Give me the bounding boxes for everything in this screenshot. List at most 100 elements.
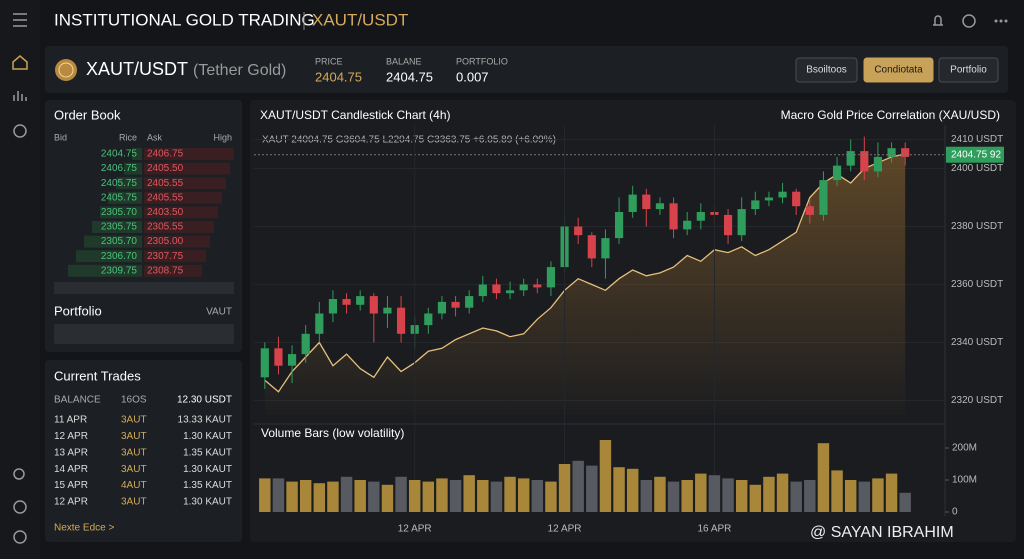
pair-name: (Tether Gold) xyxy=(193,62,286,79)
next-link[interactable]: Nexte Edce > xyxy=(54,523,114,534)
portfolio-select[interactable] xyxy=(54,324,234,344)
candle-body xyxy=(655,203,665,210)
volume-bar xyxy=(368,481,380,512)
order-book-strip xyxy=(54,282,234,294)
volume-bar xyxy=(545,481,557,512)
depth-bar xyxy=(116,177,142,190)
volume-bar xyxy=(872,478,884,512)
chart-subtitle: Macro Gold Price Correlation (XAU/USD) xyxy=(781,108,1000,122)
trade-header: 16OS xyxy=(121,395,147,406)
bid-price: 2404.75 xyxy=(101,149,138,160)
button[interactable] xyxy=(795,57,858,83)
candle-body xyxy=(614,212,624,239)
app-title: INSTITUTIONAL GOLD TRADING xyxy=(54,10,315,29)
depth-bar xyxy=(76,250,142,263)
candle-body xyxy=(832,165,842,181)
trade-cell: 15 APR xyxy=(54,480,88,491)
sidebar xyxy=(0,0,40,559)
button-label[interactable]: Portfolio xyxy=(950,65,987,76)
depth-bar xyxy=(144,250,206,263)
panel-title: Portfolio xyxy=(54,303,102,318)
candle-body xyxy=(819,180,828,215)
candle-body xyxy=(260,348,269,378)
volume-bar xyxy=(749,484,762,512)
volume-bar xyxy=(695,473,707,512)
trade-cell: 1.35 KAUT xyxy=(183,480,232,491)
candle-body xyxy=(356,296,365,305)
volume-bar xyxy=(436,478,448,512)
last-price-label: 2404.75 92 xyxy=(951,149,1001,160)
volume-bar xyxy=(708,475,721,512)
volume-bar xyxy=(572,460,584,512)
bid-price: 2305.70 xyxy=(101,207,138,218)
candle-body xyxy=(383,307,392,314)
panel-title: Order Book xyxy=(54,107,121,122)
depth-bar xyxy=(68,264,142,277)
candle-body xyxy=(901,148,910,157)
last-price-box xyxy=(946,146,1004,163)
candle-body xyxy=(628,194,637,212)
stat-value: 0.007 xyxy=(456,69,489,84)
depth-bar xyxy=(144,162,230,175)
pair-symbol: XAUT/USDT xyxy=(86,59,188,79)
gear-icon[interactable] xyxy=(962,14,976,28)
volume-bar xyxy=(858,481,871,512)
depth-bar xyxy=(144,235,210,248)
candle-body xyxy=(519,284,528,291)
candle-body xyxy=(274,348,283,366)
volume-bar xyxy=(490,481,503,512)
candle-body xyxy=(478,284,487,297)
button[interactable] xyxy=(863,57,934,83)
button-label[interactable]: Bsoiltoos xyxy=(806,65,847,76)
candle-body xyxy=(465,296,474,308)
dot xyxy=(1004,19,1008,23)
candle-body xyxy=(546,267,556,288)
stat-label: PRICE xyxy=(315,56,343,66)
volume-bar xyxy=(517,478,530,512)
candle-body xyxy=(860,151,869,172)
help-icon[interactable] xyxy=(13,124,27,138)
info-icon[interactable] xyxy=(13,500,27,514)
menu-icon[interactable] xyxy=(13,13,27,27)
dot[interactable] xyxy=(994,19,998,23)
candle-body xyxy=(751,200,760,210)
candle-body xyxy=(642,194,651,210)
y-tick-label: 200M xyxy=(952,443,977,454)
candle-body xyxy=(451,301,460,308)
button[interactable] xyxy=(938,57,999,83)
button-label[interactable]: Condiotata xyxy=(874,65,923,76)
y-tick-label: 2320 USDT xyxy=(951,395,1003,406)
candle-body xyxy=(587,235,596,259)
depth-bar xyxy=(100,206,142,219)
volume-bar xyxy=(558,464,571,512)
candle-body xyxy=(328,299,338,314)
volume-bar xyxy=(599,440,612,512)
volume-bar xyxy=(735,480,748,512)
candle-body xyxy=(424,313,433,326)
bell-icon[interactable] xyxy=(933,15,943,26)
candle-body xyxy=(764,197,774,201)
trade-cell: 11 APR xyxy=(54,415,87,426)
y-tick-label: 2410 USDT xyxy=(951,134,1003,145)
volume-bar xyxy=(327,481,339,512)
coin-ring xyxy=(58,62,74,78)
y-tick-label: 2400 USDT xyxy=(951,163,1003,174)
volume-bar xyxy=(422,481,435,512)
volume-bar xyxy=(790,481,802,512)
candle-body xyxy=(396,307,406,334)
depth-bar xyxy=(144,206,218,219)
candle-body xyxy=(505,290,515,294)
search-icon[interactable] xyxy=(13,468,25,480)
candle-body xyxy=(533,284,542,288)
volume-bar xyxy=(477,480,489,512)
volume-bar xyxy=(626,468,639,512)
chart-icon[interactable] xyxy=(13,91,27,101)
settings-icon[interactable] xyxy=(13,530,27,544)
trade-header: 12.30 USDT xyxy=(177,395,232,406)
volume-bar xyxy=(640,480,653,512)
home-icon[interactable] xyxy=(12,55,28,70)
volume-bar xyxy=(531,480,544,512)
panel-title: Current Trades xyxy=(54,368,141,383)
bid-price: 2405.75 xyxy=(101,178,138,189)
trade-cell: 3AUT xyxy=(121,464,147,475)
